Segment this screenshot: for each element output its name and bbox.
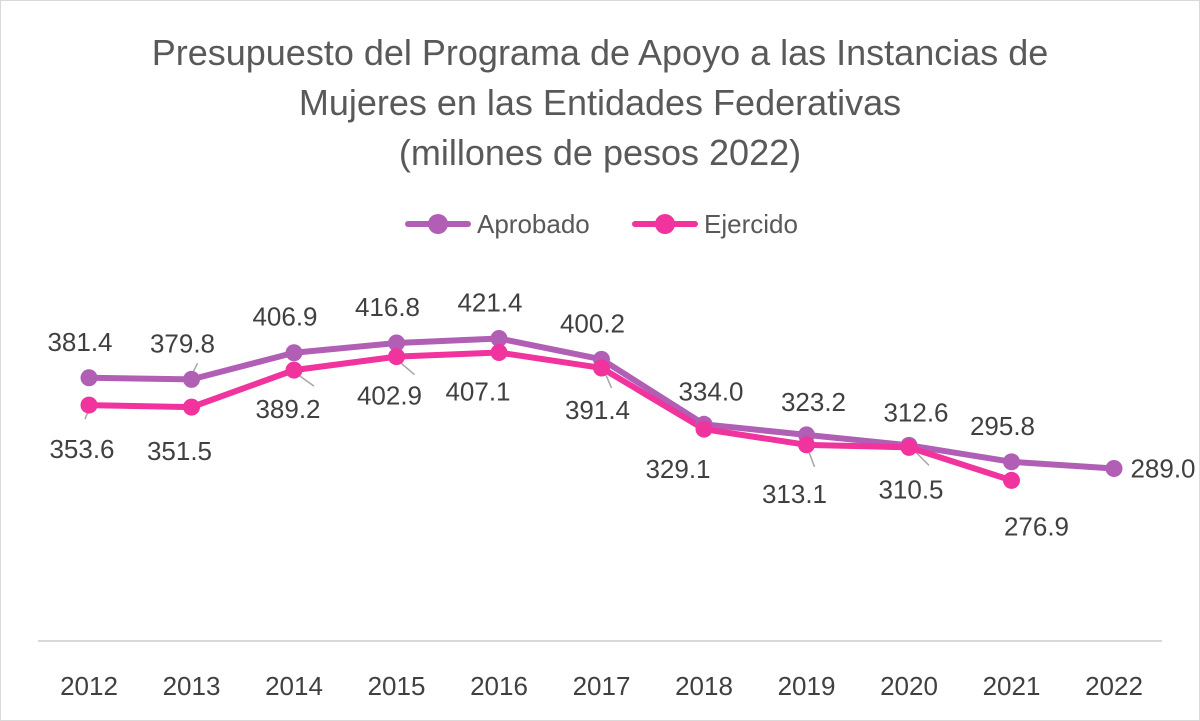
x-tick-label-2019: 2019 [778, 671, 836, 701]
x-tick-label-2020: 2020 [880, 671, 938, 701]
legend-swatch-aprobado [405, 204, 471, 244]
data-label-ejercido-2019: 313.1 [762, 479, 827, 509]
point-ejercido-2015 [388, 348, 405, 366]
legend-item-aprobado: Aprobado [405, 204, 590, 244]
data-label-aprobado-2013: 379.8 [150, 328, 215, 358]
data-label-aprobado-2016: 421.4 [457, 288, 522, 318]
point-ejercido-2013 [183, 398, 200, 416]
point-ejercido-2014 [285, 361, 303, 379]
data-label-aprobado-2020: 312.6 [883, 397, 948, 427]
data-label-aprobado-2012: 381.4 [47, 327, 112, 357]
data-label-ejercido-2021: 276.9 [1004, 511, 1069, 541]
point-aprobado-2021 [1003, 453, 1020, 471]
data-label-aprobado-2015: 416.8 [355, 292, 420, 322]
point-ejercido-2016 [490, 344, 508, 362]
series-line-ejercido [86, 349, 1015, 484]
chart-legend: Aprobado Ejercido [0, 204, 1200, 244]
point-ejercido-2021 [1003, 471, 1020, 489]
data-label-ejercido-2016: 407.1 [445, 377, 510, 407]
point-aprobado-2012 [80, 369, 98, 387]
x-tick-label-2017: 2017 [573, 671, 631, 701]
legend-swatch-ejercido [632, 204, 698, 244]
point-ejercido-2018 [695, 420, 713, 438]
data-label-aprobado-2019: 323.2 [781, 387, 846, 417]
legend-item-ejercido: Ejercido [632, 204, 798, 244]
data-label-ejercido-2014: 389.2 [255, 394, 320, 424]
leader-line-ejercido-2015 [400, 362, 415, 376]
point-aprobado-2013 [183, 370, 200, 388]
x-tick-label-2016: 2016 [470, 671, 528, 701]
data-label-aprobado-2014: 406.9 [252, 302, 317, 332]
series-points [80, 330, 1123, 489]
point-ejercido-2017 [593, 359, 610, 377]
x-tick-label-2018: 2018 [675, 671, 733, 701]
data-labels: 381.4 379.8 406.9 416.8 421.4 400.2 334.0 323.2… [47, 288, 1195, 542]
data-label-aprobado-2022: 289.0 [1130, 453, 1195, 483]
data-label-aprobado-2017: 400.2 [560, 308, 625, 338]
data-label-ejercido-2020: 310.5 [878, 474, 943, 504]
data-label-aprobado-2018: 334.0 [678, 376, 743, 406]
data-label-ejercido-2012: 353.6 [49, 434, 114, 464]
x-tick-label-2022: 2022 [1085, 671, 1143, 701]
x-tick-label-2015: 2015 [368, 671, 426, 701]
data-label-ejercido-2015: 402.9 [357, 381, 422, 411]
legend-label-aprobado: Aprobado [477, 208, 590, 239]
title-line-1: Presupuesto del Programa de Apoyo a las … [151, 32, 1049, 73]
x-tick-label-2014: 2014 [265, 671, 323, 701]
data-label-ejercido-2017: 391.4 [565, 395, 630, 425]
point-aprobado-2015 [388, 334, 405, 352]
leader-line-ejercido-2014 [299, 375, 315, 387]
leader-line-ejercido-2019 [807, 450, 816, 468]
leader-line-ejercido-2017 [604, 373, 613, 389]
point-aprobado-2022 [1105, 459, 1123, 477]
point-ejercido-2019 [798, 436, 815, 454]
point-aprobado-2016 [490, 330, 508, 348]
x-tick-label-2012: 2012 [60, 671, 118, 701]
point-ejercido-2012 [80, 396, 98, 414]
title-line-3: (millones de pesos 2022) [398, 132, 802, 173]
title-line-2: Mujeres en las Entidades Federativas [298, 82, 902, 123]
x-tick-label-2013: 2013 [163, 671, 221, 701]
legend-label-ejercido: Ejercido [704, 208, 798, 239]
x-tick-labels: 2012 2013 2014 2015 2016 2017 2018 2019 2020 2021… [60, 671, 1143, 701]
point-ejercido-2020 [900, 438, 918, 456]
chart-title: Presupuesto del Programa de Apoyo a las … [0, 28, 1200, 178]
data-label-aprobado-2021: 295.8 [970, 411, 1035, 441]
leader-line-ejercido-2020 [914, 450, 930, 466]
x-tick-label-2021: 2021 [983, 671, 1041, 701]
data-label-ejercido-2018: 329.1 [645, 454, 710, 484]
data-label-ejercido-2013: 351.5 [147, 436, 212, 466]
point-aprobado-2014 [285, 344, 303, 362]
